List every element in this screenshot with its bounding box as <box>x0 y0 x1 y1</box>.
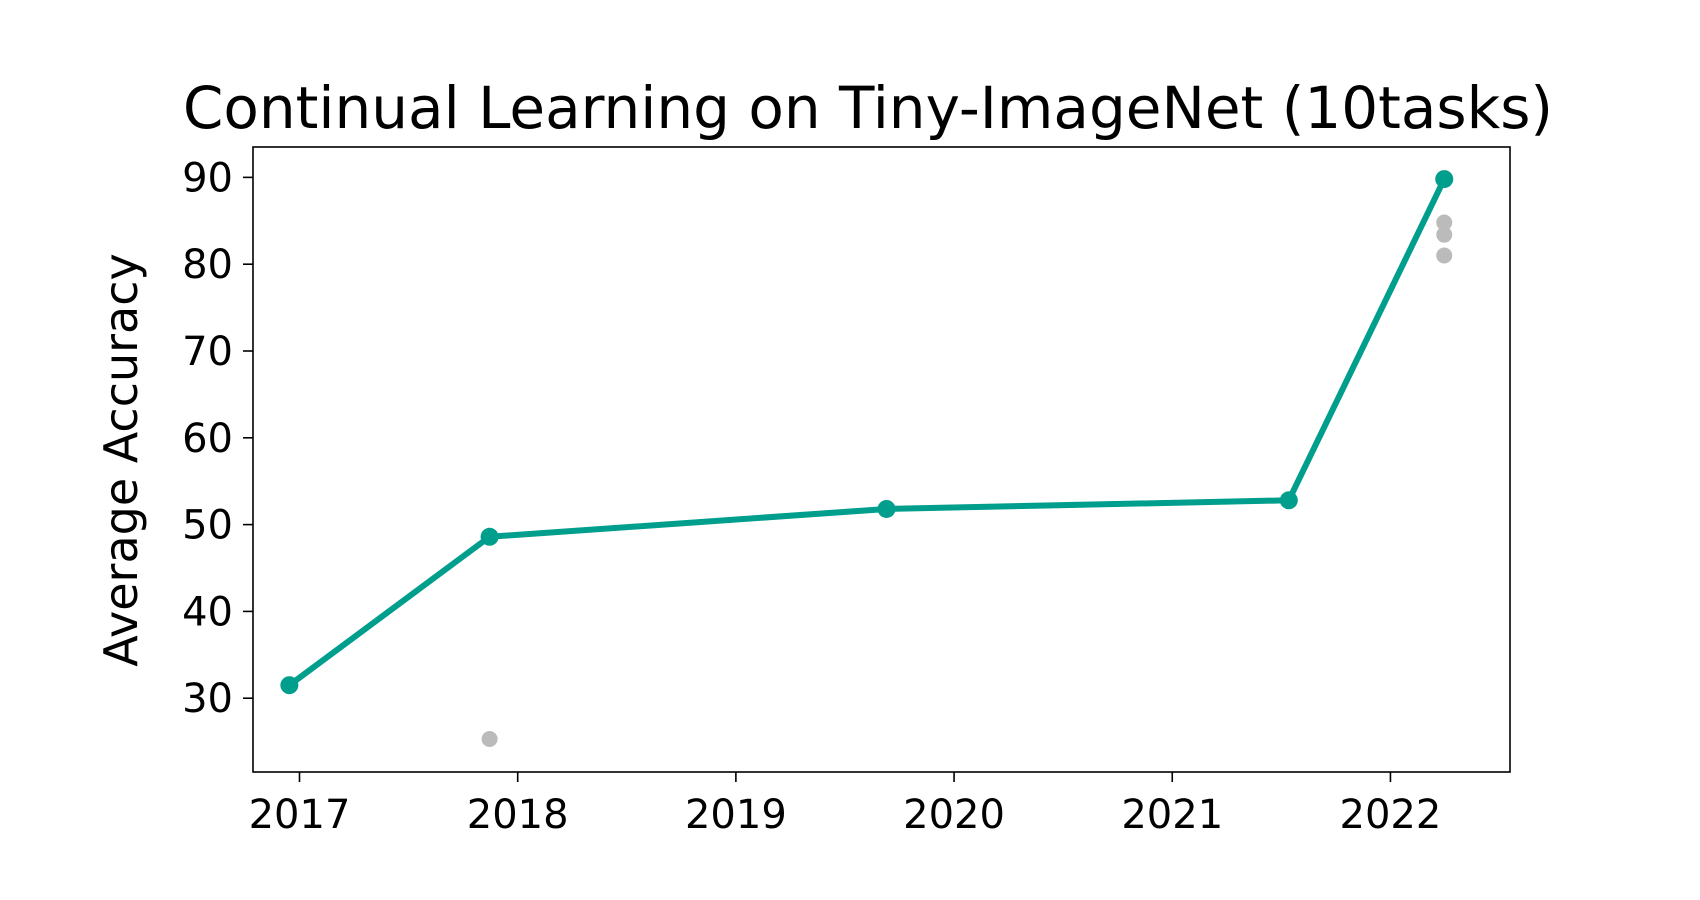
y-tick-label: 30 <box>182 676 233 722</box>
y-tick-label: 90 <box>182 155 233 201</box>
x-tick-label: 2022 <box>1340 792 1442 838</box>
y-tick-label: 60 <box>182 416 233 462</box>
plot-frame <box>252 146 1511 773</box>
gray-point <box>1436 214 1453 231</box>
gray-point <box>1436 226 1453 243</box>
series-line <box>286 176 1448 689</box>
x-tick-label: 2019 <box>685 792 787 838</box>
y-tick-label: 80 <box>182 242 233 288</box>
y-tick-label: 40 <box>182 589 233 635</box>
gray-point <box>481 731 498 748</box>
gray-point <box>1436 247 1453 264</box>
x-tick-label: 2017 <box>249 792 351 838</box>
chart-title: Continual Learning on Tiny-ImageNet (10t… <box>183 74 1553 142</box>
y-tick-label: 50 <box>182 503 233 549</box>
series-point <box>877 499 896 518</box>
series-point <box>280 676 299 695</box>
x-tick-label: 2021 <box>1121 792 1223 838</box>
y-tick-label: 70 <box>182 329 233 375</box>
y-axis-label: Average Accuracy <box>94 253 148 667</box>
plot-area <box>280 170 1454 748</box>
x-tick-label: 2020 <box>903 792 1005 838</box>
series-point <box>480 527 499 546</box>
x-tick-label: 2018 <box>467 792 569 838</box>
series-point <box>1435 170 1454 189</box>
series-point <box>1279 491 1298 510</box>
